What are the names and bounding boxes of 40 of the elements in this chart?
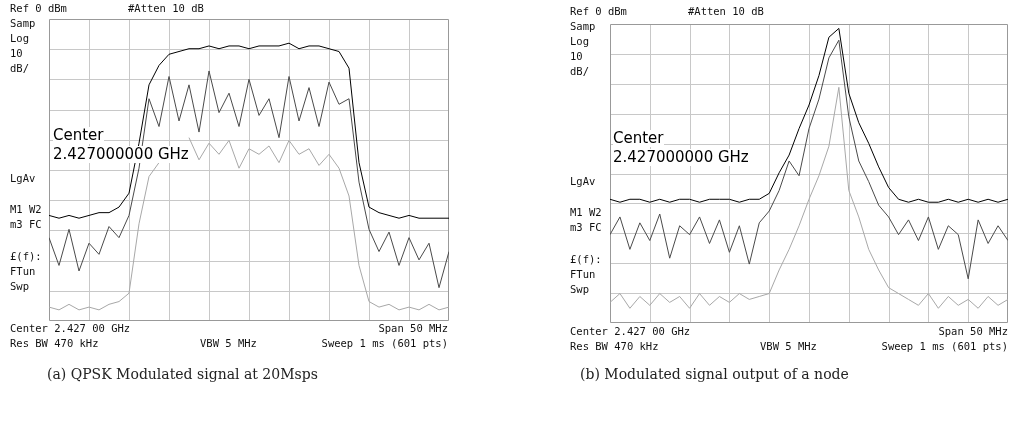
text: Log xyxy=(10,32,29,44)
annotation: Center xyxy=(53,126,104,144)
text: Swp xyxy=(10,280,29,292)
text: M1 W2 xyxy=(10,203,42,215)
text: Span 50 MHz xyxy=(378,322,448,334)
annotation: Center xyxy=(613,129,664,147)
text: FTun xyxy=(10,265,36,277)
text: m3 FC xyxy=(570,221,602,233)
text: dB/ xyxy=(570,65,589,77)
text: Span 50 MHz xyxy=(938,325,1008,337)
text: VBW 5 MHz xyxy=(760,340,817,352)
text: Swp xyxy=(570,283,589,295)
text: LgAv xyxy=(570,175,596,187)
text: VBW 5 MHz xyxy=(200,337,257,349)
text: #Atten 10 dB xyxy=(128,2,204,14)
text: Center 2.427 00 GHz xyxy=(10,322,131,334)
text: M1 W2 xyxy=(570,206,602,218)
text: Samp xyxy=(10,17,36,29)
text: Sweep 1 ms (601 pts) xyxy=(881,340,1008,352)
text: Sweep 1 ms (601 pts) xyxy=(321,337,448,349)
text: #Atten 10 dB xyxy=(688,5,764,17)
text: Ref 0 dBm xyxy=(10,2,67,14)
text: LgAv xyxy=(10,172,36,184)
text: dB/ xyxy=(10,62,29,74)
text: £(f): xyxy=(10,250,42,262)
text: Res BW 470 kHz xyxy=(10,337,99,349)
text: £(f): xyxy=(570,253,602,265)
text: Ref 0 dBm xyxy=(570,5,627,17)
text: Center 2.427 00 GHz xyxy=(570,325,691,337)
text: Log xyxy=(570,35,589,47)
annotation: 2.427000000 GHz xyxy=(613,148,749,166)
text: (a) QPSK Modulated signal at 20Msps xyxy=(47,366,318,382)
text: 10 xyxy=(570,50,583,62)
text: m3 FC xyxy=(10,218,42,230)
text: FTun xyxy=(570,268,596,280)
text: Samp xyxy=(570,20,596,32)
text: Res BW 470 kHz xyxy=(570,340,659,352)
annotation: 2.427000000 GHz xyxy=(53,145,189,163)
text: (b) Modulated signal output of a node xyxy=(580,366,849,382)
text: 10 xyxy=(10,47,23,59)
